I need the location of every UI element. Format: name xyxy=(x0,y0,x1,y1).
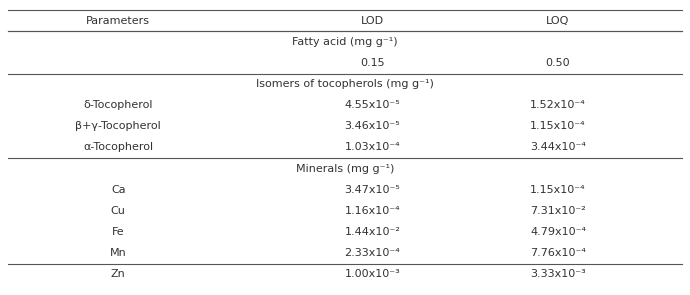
Text: 4.55x10⁻⁵: 4.55x10⁻⁵ xyxy=(345,100,400,110)
Text: 3.44x10⁻⁴: 3.44x10⁻⁴ xyxy=(530,142,586,153)
Text: Parameters: Parameters xyxy=(86,16,150,26)
Text: β+γ-Tocopherol: β+γ-Tocopherol xyxy=(75,121,161,131)
Text: 0.15: 0.15 xyxy=(360,58,385,68)
Text: 2.33x10⁻⁴: 2.33x10⁻⁴ xyxy=(344,248,400,258)
Text: 1.16x10⁻⁴: 1.16x10⁻⁴ xyxy=(345,206,400,216)
Text: δ-Tocopherol: δ-Tocopherol xyxy=(83,100,153,110)
Text: 7.76x10⁻⁴: 7.76x10⁻⁴ xyxy=(530,248,586,258)
Text: α-Tocopherol: α-Tocopherol xyxy=(83,142,153,153)
Text: Cu: Cu xyxy=(111,206,126,216)
Text: Ca: Ca xyxy=(111,185,126,195)
Text: Zn: Zn xyxy=(111,269,126,279)
Text: 0.50: 0.50 xyxy=(546,58,571,68)
Text: 1.03x10⁻⁴: 1.03x10⁻⁴ xyxy=(345,142,400,153)
Text: LOQ: LOQ xyxy=(546,16,570,26)
Text: 3.47x10⁻⁵: 3.47x10⁻⁵ xyxy=(344,185,400,195)
Text: Fatty acid (mg g⁻¹): Fatty acid (mg g⁻¹) xyxy=(292,37,398,47)
Text: Fe: Fe xyxy=(112,227,124,237)
Text: LOD: LOD xyxy=(361,16,384,26)
Text: 1.44x10⁻²: 1.44x10⁻² xyxy=(344,227,400,237)
Text: Isomers of tocopherols (mg g⁻¹): Isomers of tocopherols (mg g⁻¹) xyxy=(256,79,434,89)
Text: 1.52x10⁻⁴: 1.52x10⁻⁴ xyxy=(530,100,586,110)
Text: 4.79x10⁻⁴: 4.79x10⁻⁴ xyxy=(530,227,586,237)
Text: 7.31x10⁻²: 7.31x10⁻² xyxy=(530,206,586,216)
Text: 1.15x10⁻⁴: 1.15x10⁻⁴ xyxy=(530,185,586,195)
Text: 1.15x10⁻⁴: 1.15x10⁻⁴ xyxy=(530,121,586,131)
Text: 3.33x10⁻³: 3.33x10⁻³ xyxy=(530,269,586,279)
Text: 1.00x10⁻³: 1.00x10⁻³ xyxy=(344,269,400,279)
Text: 3.46x10⁻⁵: 3.46x10⁻⁵ xyxy=(345,121,400,131)
Text: Minerals (mg g⁻¹): Minerals (mg g⁻¹) xyxy=(296,164,394,174)
Text: Mn: Mn xyxy=(110,248,126,258)
